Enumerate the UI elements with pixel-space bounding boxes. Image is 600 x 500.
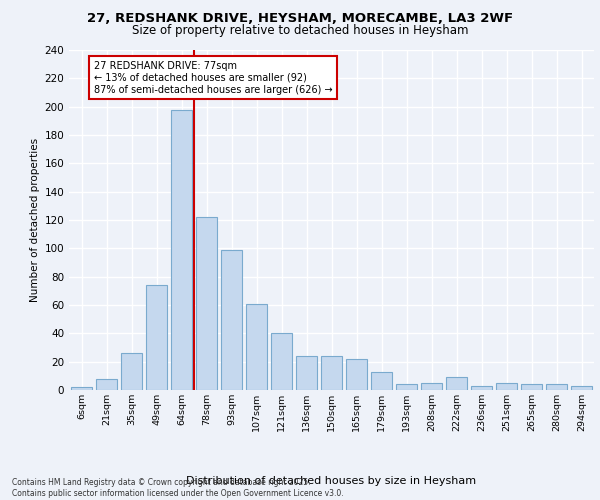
Bar (446, 377, 467, 390)
Bar (121, 353, 142, 390)
Bar (221, 250, 242, 390)
Bar (196, 217, 217, 390)
Text: 27, REDSHANK DRIVE, HEYSHAM, MORECAMBE, LA3 2WF: 27, REDSHANK DRIVE, HEYSHAM, MORECAMBE, … (87, 12, 513, 26)
Bar (571, 386, 592, 390)
X-axis label: Distribution of detached houses by size in Heysham: Distribution of detached houses by size … (187, 476, 476, 486)
Bar (546, 384, 567, 390)
Bar (296, 356, 317, 390)
Bar (421, 383, 442, 390)
Bar (71, 387, 92, 390)
Text: Contains HM Land Registry data © Crown copyright and database right 2025.
Contai: Contains HM Land Registry data © Crown c… (12, 478, 344, 498)
Bar (321, 356, 342, 390)
Bar (496, 383, 517, 390)
Bar (171, 110, 192, 390)
Bar (96, 378, 117, 390)
Bar (346, 359, 367, 390)
Bar (521, 384, 542, 390)
Text: Size of property relative to detached houses in Heysham: Size of property relative to detached ho… (132, 24, 468, 37)
Bar (371, 372, 392, 390)
Bar (271, 334, 292, 390)
Bar (246, 304, 267, 390)
Bar (471, 386, 492, 390)
Bar (396, 384, 417, 390)
Bar (146, 285, 167, 390)
Y-axis label: Number of detached properties: Number of detached properties (30, 138, 40, 302)
Text: 27 REDSHANK DRIVE: 77sqm
← 13% of detached houses are smaller (92)
87% of semi-d: 27 REDSHANK DRIVE: 77sqm ← 13% of detach… (94, 62, 332, 94)
